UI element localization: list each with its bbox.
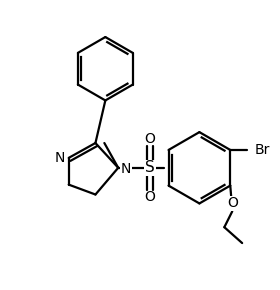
- Text: N: N: [55, 151, 65, 165]
- Text: O: O: [227, 196, 238, 211]
- Text: S: S: [145, 160, 155, 175]
- Text: O: O: [144, 189, 155, 204]
- Text: N: N: [121, 162, 131, 176]
- Text: O: O: [144, 132, 155, 146]
- Text: Br: Br: [255, 143, 270, 157]
